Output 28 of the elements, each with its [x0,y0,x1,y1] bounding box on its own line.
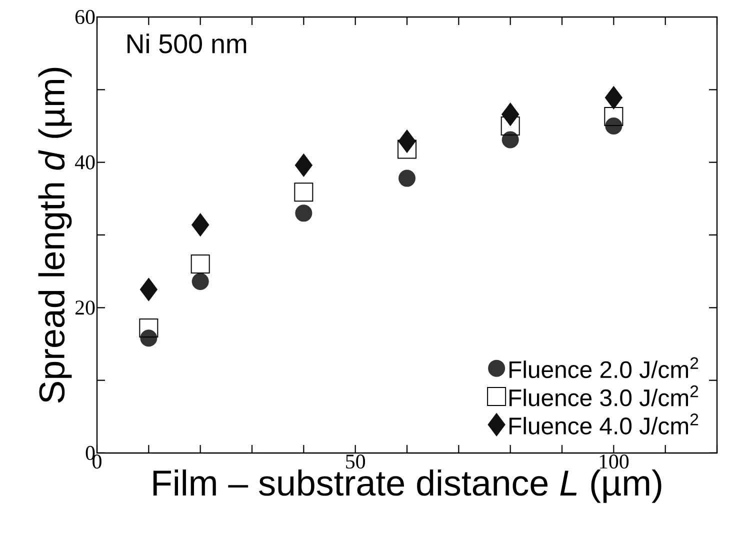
x-tick-label: 100 [600,454,629,469]
point [502,131,519,148]
point [295,204,312,222]
point [398,130,416,153]
point [398,140,417,159]
point [294,154,312,177]
y-axis-title: Spread length d (µm) [38,68,72,403]
point [192,213,210,236]
point [398,170,416,187]
point [604,86,622,110]
y-tick-label: 60 [75,10,95,24]
point [500,116,520,136]
legend-label: Fluence 4.0 J/cm$^{2}$ [510,414,698,434]
y-tick-label: 20 [75,300,95,315]
point [190,254,210,274]
annotation: Ni 500 nm [128,34,246,54]
point [294,182,314,202]
point [192,272,209,290]
point [604,107,624,126]
legend-label: Fluence 2.0 J/cm$^{2}$ [510,357,698,378]
point [139,318,158,338]
x-tick-label: 50 [346,454,366,469]
point [502,102,520,126]
legend-label: Fluence 3.0 J/cm$^{2}$ [510,385,698,406]
x-axis-title: Film – substrate distance L (µm) [153,469,662,503]
point [140,330,158,347]
point [140,278,158,301]
y-tick-label: 40 [74,155,95,170]
